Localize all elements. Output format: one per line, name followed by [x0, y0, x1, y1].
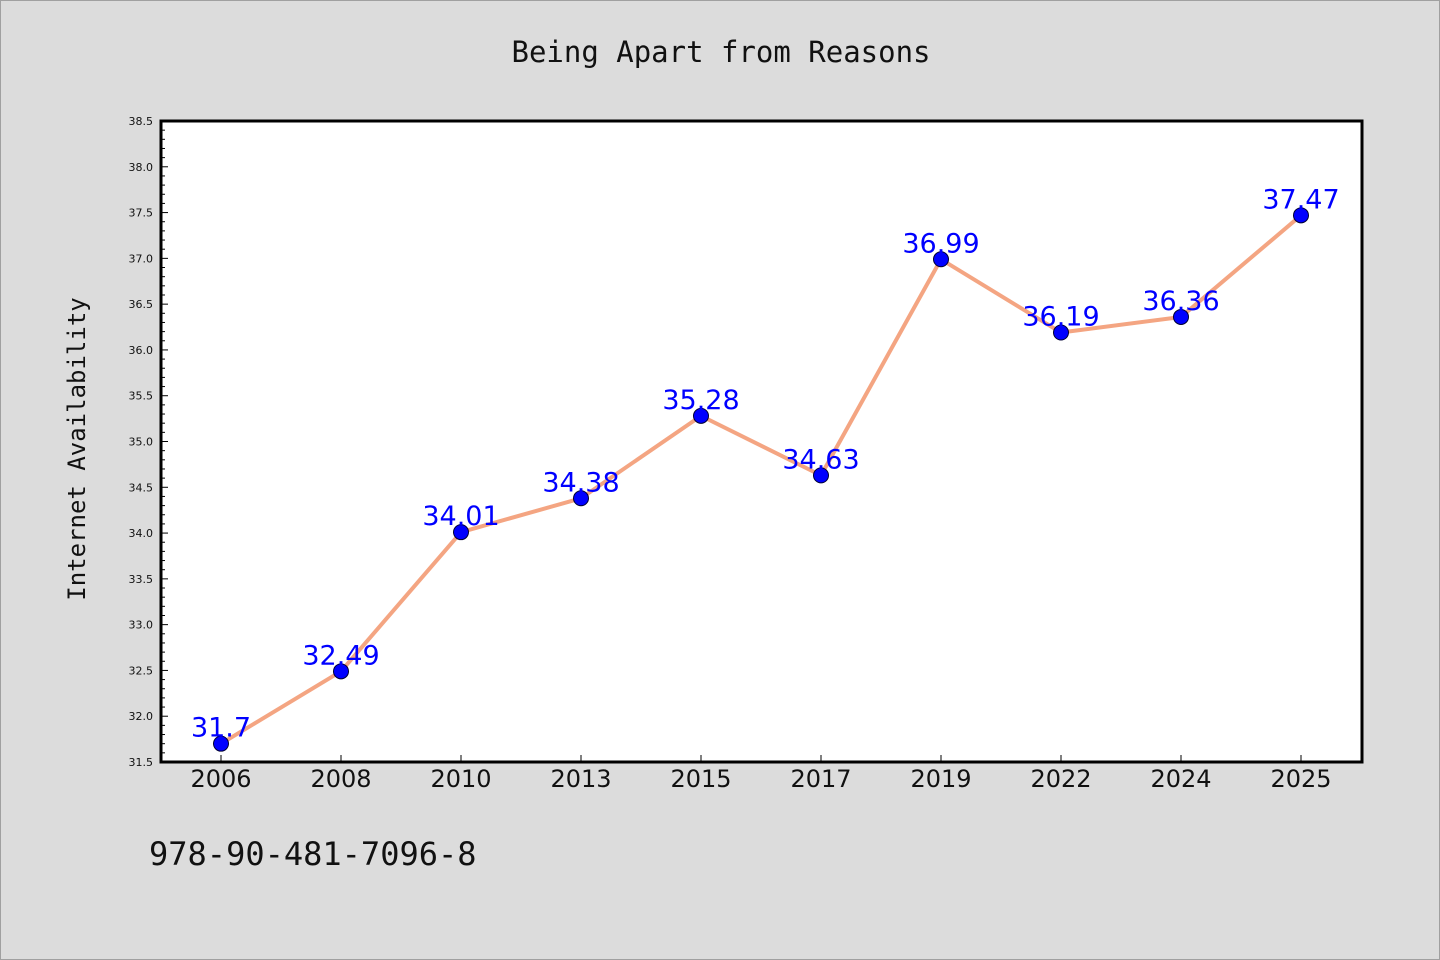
- data-point: [693, 407, 709, 424]
- x-tick-label: 2024: [1150, 765, 1211, 793]
- series-lines: [219, 213, 1303, 746]
- plot-area: [159, 119, 1364, 764]
- x-tick-label: 2008: [310, 765, 371, 793]
- y-tick-label: 38.0: [129, 161, 154, 174]
- y-tick-label: 37.0: [129, 252, 154, 265]
- y-tick-label: 33.5: [129, 573, 154, 586]
- x-tick-label: 2019: [910, 765, 971, 793]
- y-tick-label: 32.0: [129, 710, 154, 723]
- data-label: 31.7: [191, 713, 251, 744]
- data-label: 34.38: [542, 467, 619, 498]
- data-point: [1053, 324, 1069, 341]
- y-axis-ticks: 31.5 32.0 32.5 33.0 33.5 34.0 34.5 35.0 35.5 36.0…: [129, 115, 168, 769]
- series-points: [213, 207, 1309, 752]
- y-tick-label: 33.0: [129, 619, 154, 632]
- y-tick-label: 31.5: [129, 756, 154, 769]
- y-tick-label: 34.5: [129, 481, 154, 494]
- y-tick-label: 35.5: [129, 390, 154, 403]
- data-point: [813, 467, 829, 484]
- isbn-text: 978-90-481-7096-8: [149, 835, 477, 873]
- data-point: [1293, 207, 1309, 224]
- data-label: 34.01: [422, 501, 499, 532]
- chart-title: Being Apart from Reasons: [511, 35, 931, 69]
- x-tick-label: 2025: [1270, 765, 1331, 793]
- y-tick-label: 36.5: [129, 298, 154, 311]
- y-tick-label: 32.5: [129, 664, 154, 677]
- data-point: [333, 663, 349, 680]
- data-point: [573, 490, 589, 507]
- data-label: 35.28: [662, 385, 739, 416]
- y-tick-label: 34.0: [129, 527, 154, 540]
- x-tick-label: 2017: [790, 765, 851, 793]
- data-point: [933, 251, 949, 268]
- x-tick-label: 2022: [1030, 765, 1091, 793]
- series-line: [219, 213, 1303, 746]
- y-tick-label: 38.5: [129, 115, 154, 128]
- y-tick-label: 37.5: [129, 207, 154, 220]
- data-label: 36.19: [1022, 302, 1099, 333]
- data-label: 32.49: [302, 640, 379, 671]
- data-label: 36.99: [902, 228, 979, 259]
- y-tick-label: 35.0: [129, 436, 154, 449]
- x-tick-label: 2013: [550, 765, 611, 793]
- data-labels: 31.7 32.49 34.01 34.38 35.28 34.63 36.99 36.19 3…: [191, 184, 1340, 743]
- data-label: 34.63: [782, 444, 859, 475]
- data-point: [213, 735, 229, 752]
- data-point: [1173, 308, 1189, 325]
- x-tick-label: 2015: [670, 765, 731, 793]
- data-point: [453, 524, 469, 541]
- data-label: 36.36: [1142, 286, 1219, 317]
- data-label: 37.47: [1262, 184, 1339, 215]
- y-tick-label: 36.0: [129, 344, 154, 357]
- x-axis-ticks: 2006 2008 2010 2013 2015 2017 2019 2022 2024 2025: [190, 755, 1332, 793]
- x-tick-label: 2006: [190, 765, 251, 793]
- x-tick-label: 2010: [430, 765, 491, 793]
